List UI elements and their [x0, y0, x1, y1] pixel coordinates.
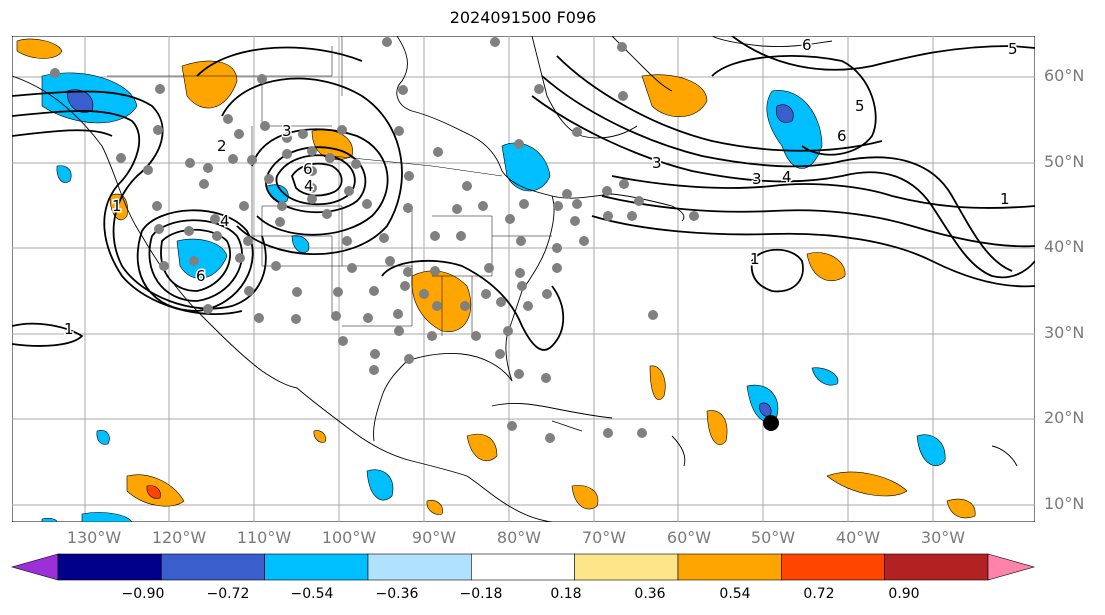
- lat-label: 60°N: [1044, 66, 1085, 85]
- contour-label: 6: [802, 36, 812, 54]
- map-panel: 5 6 5 6 3 4 1 1 3 6 4 2 4 6 1 1 3: [12, 36, 1035, 522]
- lon-label: 90°W: [411, 528, 457, 547]
- colorbar-segment: [57, 553, 162, 581]
- lat-label: 40°N: [1044, 237, 1085, 256]
- colorbar-tick-label: −0.18: [459, 586, 503, 602]
- colorbar-segments: [10, 553, 1036, 581]
- colorbar-segment: [884, 553, 989, 581]
- lon-label: 120°W: [151, 528, 207, 547]
- contour-label: 3: [652, 154, 662, 172]
- contour-label: 5: [855, 97, 865, 115]
- colorbar-tick-label: 0.90: [888, 586, 920, 602]
- lon-label: 80°W: [496, 528, 542, 547]
- anomaly-fills: [16, 38, 976, 522]
- colorbar-tick-label: −0.36: [375, 586, 419, 602]
- contour-label: 1: [750, 250, 760, 268]
- lon-label: 110°W: [236, 528, 292, 547]
- colorbar-segment: [367, 553, 472, 581]
- lon-label: 70°W: [581, 528, 627, 547]
- contour-label: 2: [217, 137, 227, 155]
- contour-label: 6: [303, 160, 313, 178]
- station-dots: [50, 37, 699, 443]
- contour-label: 5: [1008, 40, 1018, 58]
- lon-label: 100°W: [321, 528, 377, 547]
- contour-label: 1: [1000, 190, 1010, 208]
- colorbar: [10, 553, 1036, 581]
- contour-label: 4: [220, 212, 230, 230]
- contour-label: 1: [112, 197, 122, 215]
- colorbar-segment: [471, 553, 575, 581]
- colorbar-segment: [781, 553, 885, 581]
- colorbar-tick-label: 0.54: [719, 586, 751, 602]
- contour-label: 1: [64, 320, 74, 338]
- state-borders: [107, 36, 552, 336]
- colorbar-segment: [574, 553, 679, 581]
- storm-marker: [763, 415, 779, 431]
- contour-label: 6: [196, 267, 206, 285]
- contour-label: 3: [752, 170, 762, 188]
- colorbar-extend-low: [10, 553, 59, 581]
- contour-label: 4: [782, 168, 792, 186]
- colorbar-tick-label: −0.54: [290, 586, 334, 602]
- colorbar-extend-high: [987, 553, 1036, 581]
- colorbar-tick-label: 0.36: [634, 586, 666, 602]
- contour-lines: [12, 36, 1035, 351]
- lat-label: 20°N: [1044, 408, 1085, 427]
- colorbar-tick-label: −0.72: [206, 586, 250, 602]
- lat-label: 30°N: [1044, 323, 1085, 342]
- contour-label-layer: 5 6 5 6 3 4 1 1 3 6 4 2 4 6 1 1 3: [63, 36, 1020, 340]
- colorbar-segment: [161, 553, 265, 581]
- map-title: 2024091500 F096: [449, 8, 597, 27]
- lat-label: 10°N: [1044, 494, 1085, 513]
- lon-label: 60°W: [666, 528, 712, 547]
- lon-label: 130°W: [66, 528, 122, 547]
- contour-label: 4: [304, 177, 314, 195]
- colorbar-tick-label: −0.90: [121, 586, 165, 602]
- colorbar-segment: [264, 553, 369, 581]
- lat-label: 50°N: [1044, 152, 1085, 171]
- lon-label: 30°W: [920, 528, 966, 547]
- contour-label: 6: [837, 127, 847, 145]
- lon-label: 40°W: [835, 528, 881, 547]
- colorbar-tick-label: 0.18: [550, 586, 582, 602]
- contour-label: 3: [282, 122, 292, 140]
- colorbar-segment: [677, 553, 782, 581]
- lon-label: 50°W: [750, 528, 796, 547]
- colorbar-tick-label: 0.72: [803, 586, 835, 602]
